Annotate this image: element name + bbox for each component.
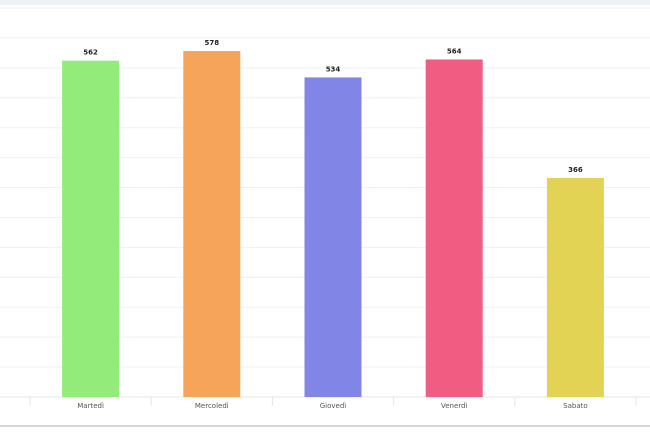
bar-1 [183,51,241,397]
x-tick-label: Sabato [563,402,588,410]
x-tick-label: Martedì [77,402,104,410]
bar-2 [304,77,362,397]
bar-0 [62,60,120,398]
bar-3 [425,59,483,398]
data-label: 564 [447,47,462,55]
bar-4 [546,177,604,397]
data-label: 562 [83,49,98,57]
data-label: 578 [204,39,219,47]
data-label: 534 [326,65,341,73]
x-tick-label: Mercoledì [195,402,229,410]
x-tick-label: Venerdì [441,402,467,410]
x-tick-label: Giovedì [320,402,347,410]
top-border [0,0,650,5]
bottom-border [0,425,650,427]
data-label: 366 [568,166,583,174]
